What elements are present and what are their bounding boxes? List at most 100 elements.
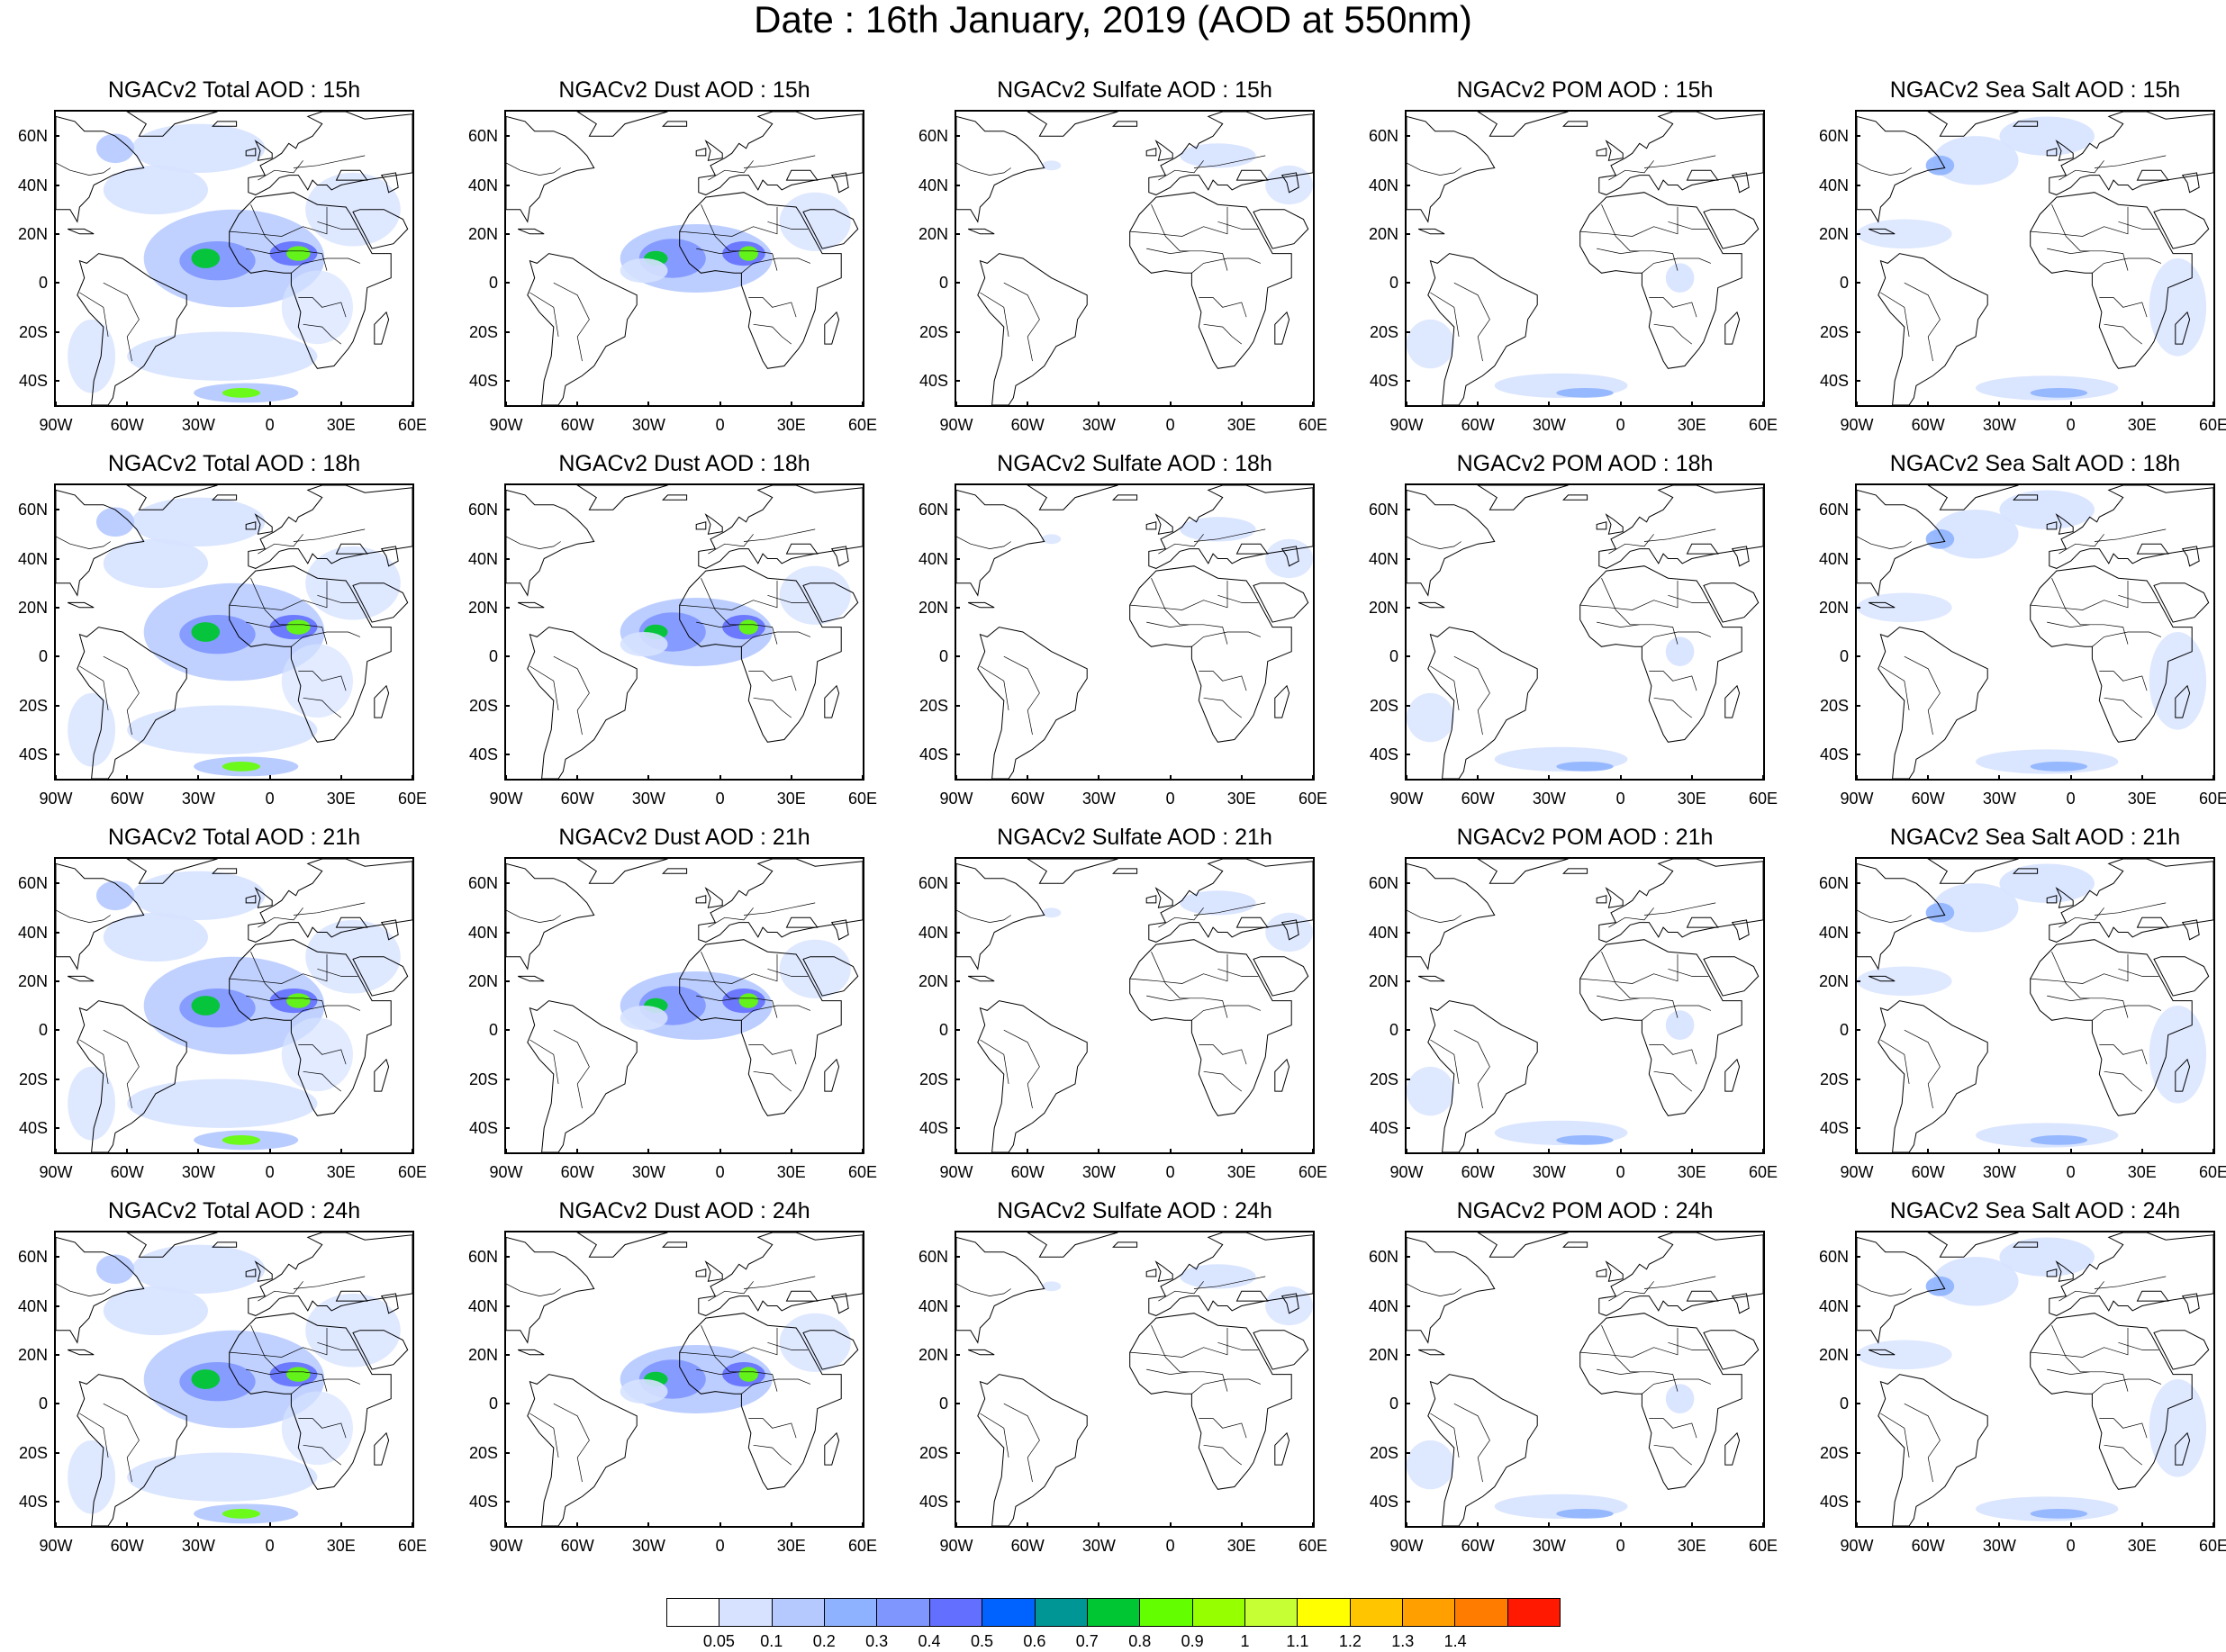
lon-tick-label: 30E bbox=[776, 1537, 806, 1555]
coastline-ireland bbox=[1596, 895, 1607, 904]
aod-field-1 bbox=[1265, 912, 1313, 952]
lon-tick bbox=[55, 775, 57, 781]
coastline-africa bbox=[1579, 192, 1742, 369]
coastline-arabia bbox=[352, 1330, 409, 1370]
coastline-europe bbox=[1598, 859, 1763, 943]
lat-tick-label: 0 bbox=[38, 1021, 48, 1040]
aod-field-6 bbox=[131, 871, 266, 920]
lon-tick-label: 0 bbox=[2066, 1163, 2076, 1181]
aod-field-5 bbox=[103, 165, 208, 215]
lon-tick-label: 60W bbox=[1461, 416, 1495, 434]
lat-tick bbox=[504, 135, 510, 138]
country-border bbox=[767, 1341, 809, 1350]
lat-tick-label: 40N bbox=[918, 1296, 948, 1315]
country-border bbox=[1158, 1281, 1204, 1302]
coastline-ireland bbox=[2046, 521, 2058, 530]
coastline-caspian bbox=[1280, 919, 1299, 941]
lat-tick-label: 40N bbox=[17, 176, 48, 194]
map-frame bbox=[1855, 483, 2215, 781]
lon-tick bbox=[647, 1149, 650, 1154]
country-border bbox=[293, 1276, 366, 1289]
lat-tick bbox=[54, 931, 59, 934]
lon-tick-label: 60W bbox=[1911, 416, 1945, 434]
lat-tick bbox=[1855, 1451, 1860, 1454]
lat-tick bbox=[54, 557, 59, 560]
lat-tick-label: 20N bbox=[17, 971, 48, 990]
coastline-europe bbox=[1148, 859, 1313, 943]
map-canvas bbox=[56, 859, 412, 1152]
country-border bbox=[1579, 954, 1679, 984]
lon-tick bbox=[1098, 1149, 1100, 1154]
map-panel-total-21h: NGACv2 Total AOD : 21h 60N 40N 20N 0 20S 40S 90… bbox=[5, 824, 455, 1193]
aod-field-5 bbox=[1857, 966, 1952, 997]
country-border bbox=[246, 248, 289, 254]
lat-tick bbox=[54, 509, 59, 511]
aod-field-1 bbox=[1265, 1286, 1313, 1326]
coastline-greenland bbox=[1927, 485, 2019, 510]
lon-tick-label: 30E bbox=[776, 790, 806, 808]
lon-tick bbox=[1098, 402, 1100, 407]
lat-tick-label: 20S bbox=[1819, 696, 1849, 715]
coastline-caribbean bbox=[68, 601, 95, 609]
lon-tick bbox=[505, 775, 507, 781]
lon-tick-label: 30E bbox=[1226, 1163, 1256, 1181]
country-border bbox=[2104, 697, 2143, 718]
lon-tick bbox=[1998, 402, 2001, 407]
colorbar-label: 0.3 bbox=[865, 1632, 889, 1650]
aod-field-6 bbox=[620, 258, 668, 284]
map-panel-seasalt-15h: NGACv2 Sea Salt AOD : 15h 60N 40N 20N 0 20S 40… bbox=[1805, 77, 2226, 446]
country-border bbox=[748, 671, 797, 691]
lon-tick-label: 60E bbox=[847, 416, 878, 434]
lat-tick-label: 20N bbox=[1818, 598, 1849, 617]
map-panel-dust-18h: NGACv2 Dust AOD : 18h 60N 40N 20N 0 20S 40S 90W… bbox=[455, 450, 905, 819]
lon-tick-label: 30E bbox=[2127, 416, 2157, 434]
country-border bbox=[1857, 536, 1912, 549]
lat-tick bbox=[54, 1256, 59, 1259]
coastline-greenland bbox=[126, 485, 218, 510]
lat-tick-label: 40S bbox=[918, 371, 948, 390]
coastline-caspian bbox=[830, 919, 849, 941]
lon-tick bbox=[1762, 775, 1764, 781]
panel-title: NGACv2 Sulfate AOD : 24h bbox=[997, 1198, 1272, 1223]
lon-tick bbox=[1027, 775, 1029, 781]
lat-tick bbox=[1855, 979, 1860, 982]
aod-field-2 bbox=[1999, 1237, 2095, 1277]
country-border bbox=[1653, 1070, 1693, 1092]
lon-tick-label: 90W bbox=[939, 1537, 973, 1555]
aod-field-6 bbox=[620, 1379, 668, 1404]
country-border bbox=[1453, 1029, 1490, 1109]
lon-tick-label: 30W bbox=[1081, 416, 1116, 434]
country-border bbox=[1193, 528, 1266, 542]
coastline-iceland bbox=[212, 1241, 238, 1248]
coastline-britain bbox=[1605, 1260, 1624, 1282]
lat-tick bbox=[1855, 509, 1860, 511]
country-border bbox=[2092, 1005, 2162, 1021]
country-border bbox=[741, 1378, 811, 1395]
lat-tick-label: 40N bbox=[467, 176, 498, 194]
lon-tick bbox=[1856, 775, 1858, 781]
lat-tick bbox=[1855, 655, 1860, 658]
lat-tick-label: 0 bbox=[938, 647, 948, 666]
coastline-namerica bbox=[506, 1236, 595, 1344]
coastline-namerica bbox=[956, 1236, 1045, 1344]
colorbar: 0.05 0.1 0.2 0.3 0.4 0.5 0.6 0.7 0.8 0.9 1 1.1 1.2 1.… bbox=[666, 1598, 1561, 1650]
coastline-caribbean bbox=[68, 975, 95, 982]
country-border bbox=[79, 1413, 109, 1458]
country-border bbox=[1653, 697, 1693, 718]
lat-tick bbox=[504, 1353, 510, 1356]
lat-tick-label: 0 bbox=[38, 274, 48, 293]
lat-tick-label: 40S bbox=[1819, 745, 1849, 763]
country-border bbox=[743, 902, 816, 916]
country-border bbox=[79, 1039, 109, 1084]
aod-field-8 bbox=[127, 1079, 318, 1128]
lon-tick-label: 60W bbox=[560, 1537, 594, 1555]
lat-tick-label: 20S bbox=[1369, 322, 1398, 341]
country-border bbox=[1601, 204, 1679, 271]
coastline-europe bbox=[2049, 1232, 2213, 1316]
lat-tick bbox=[955, 1451, 960, 1454]
coastline-caspian bbox=[1731, 546, 1750, 567]
coastline-europe bbox=[698, 1232, 863, 1316]
lat-tick-label: 20N bbox=[918, 598, 948, 617]
panel-title: NGACv2 Total AOD : 21h bbox=[107, 825, 361, 850]
aod-field-10 bbox=[222, 1509, 260, 1519]
